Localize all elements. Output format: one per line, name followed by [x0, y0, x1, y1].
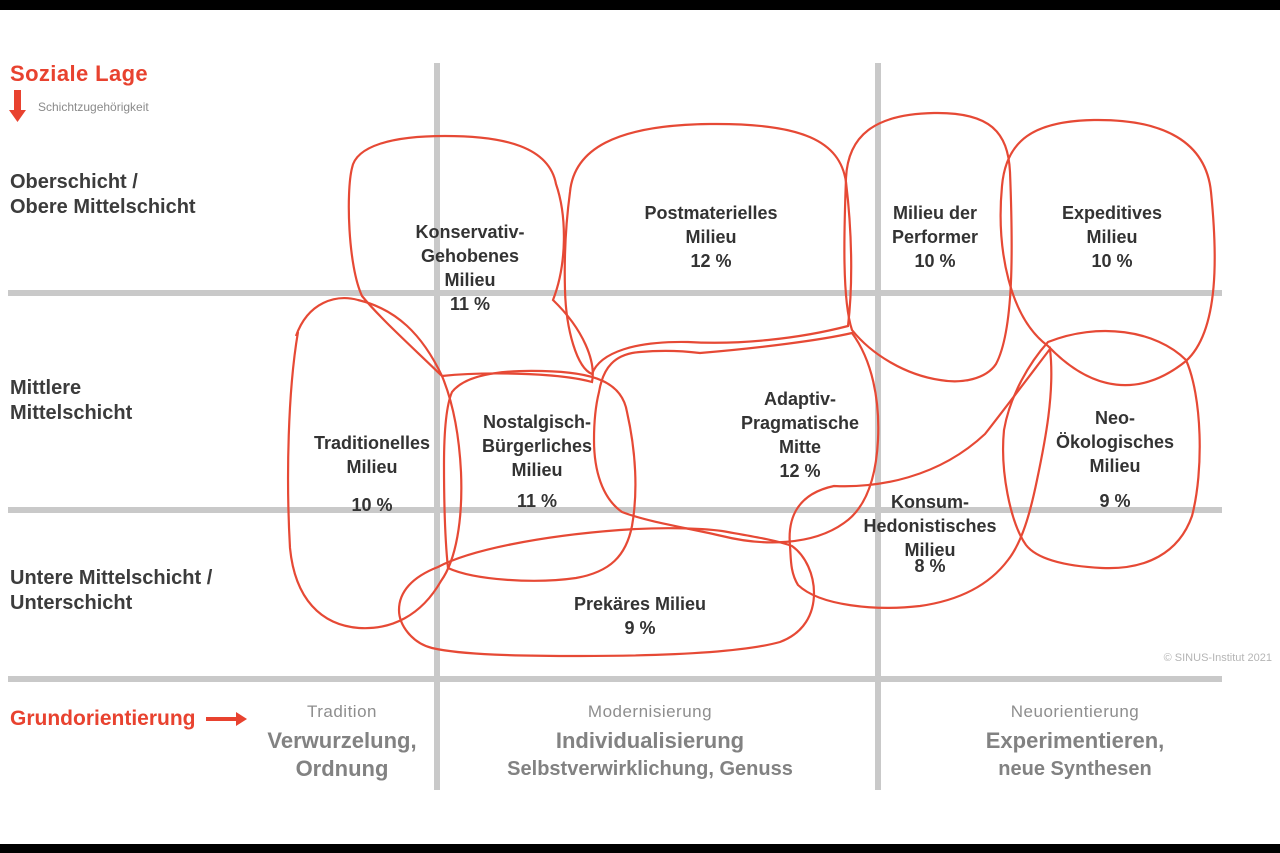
svg-text:Konservativ-: Konservativ-: [415, 222, 524, 242]
svg-text:Soziale Lage: Soziale Lage: [10, 61, 148, 86]
svg-text:11 %: 11 %: [450, 294, 490, 314]
svg-text:10 %: 10 %: [914, 251, 955, 271]
svg-text:Bürgerliches: Bürgerliches: [482, 436, 592, 456]
svg-text:Selbstverwirklichung, Genuss: Selbstverwirklichung, Genuss: [507, 758, 793, 780]
svg-text:Traditionelles: Traditionelles: [314, 433, 430, 453]
svg-text:Neo-: Neo-: [1095, 408, 1135, 428]
svg-text:Hedonistisches: Hedonistisches: [863, 516, 996, 536]
svg-text:Grundorientierung: Grundorientierung: [10, 707, 196, 730]
svg-text:Individualisierung: Individualisierung: [556, 728, 744, 753]
svg-text:Performer: Performer: [892, 227, 978, 247]
svg-text:Prekäres Milieu: Prekäres Milieu: [574, 594, 706, 614]
svg-text:Milieu: Milieu: [685, 227, 736, 247]
svg-text:Milieu: Milieu: [1089, 456, 1140, 476]
svg-text:Milieu der: Milieu der: [893, 203, 977, 223]
svg-text:Milieu: Milieu: [444, 270, 495, 290]
svg-text:Mitte: Mitte: [779, 437, 821, 457]
svg-text:Untere Mittelschicht /: Untere Mittelschicht /: [10, 567, 213, 589]
svg-text:10 %: 10 %: [351, 495, 392, 515]
svg-text:Unterschicht: Unterschicht: [10, 592, 133, 614]
svg-text:Nostalgisch-: Nostalgisch-: [483, 412, 591, 432]
svg-text:12 %: 12 %: [779, 461, 820, 481]
svg-text:Milieu: Milieu: [904, 540, 955, 560]
svg-text:© SINUS-Institut 2021: © SINUS-Institut 2021: [1164, 652, 1272, 664]
svg-text:neue Synthesen: neue Synthesen: [998, 758, 1151, 780]
svg-text:Mittelschicht: Mittelschicht: [10, 402, 133, 424]
svg-text:8 %: 8 %: [914, 556, 945, 576]
svg-text:Adaptiv-: Adaptiv-: [764, 389, 836, 409]
svg-text:Pragmatische: Pragmatische: [741, 413, 859, 433]
svg-text:9 %: 9 %: [1099, 491, 1130, 511]
svg-text:Milieu: Milieu: [1086, 227, 1137, 247]
svg-text:Experimentieren,: Experimentieren,: [986, 728, 1165, 753]
svg-text:Gehobenes: Gehobenes: [421, 246, 519, 266]
svg-text:Tradition: Tradition: [307, 702, 377, 721]
svg-text:Schichtzugehörigkeit: Schichtzugehörigkeit: [38, 100, 149, 114]
svg-text:Verwurzelung,: Verwurzelung,: [267, 728, 416, 753]
svg-text:10 %: 10 %: [1091, 251, 1132, 271]
svg-text:Milieu: Milieu: [511, 460, 562, 480]
svg-text:Ökologisches: Ökologisches: [1056, 432, 1174, 452]
svg-text:Oberschicht /: Oberschicht /: [10, 171, 138, 193]
svg-text:Milieu: Milieu: [346, 457, 397, 477]
svg-text:Ordnung: Ordnung: [296, 756, 389, 781]
svg-text:9 %: 9 %: [624, 618, 655, 638]
svg-text:Konsum-: Konsum-: [891, 492, 969, 512]
svg-text:Obere Mittelschicht: Obere Mittelschicht: [10, 196, 196, 218]
svg-text:Mittlere: Mittlere: [10, 377, 81, 399]
svg-text:Modernisierung: Modernisierung: [588, 702, 712, 721]
svg-text:Neuorientierung: Neuorientierung: [1011, 702, 1139, 721]
svg-text:12 %: 12 %: [690, 251, 731, 271]
svg-text:11 %: 11 %: [517, 491, 557, 511]
svg-text:Expeditives: Expeditives: [1062, 203, 1162, 223]
svg-text:Postmaterielles: Postmaterielles: [644, 203, 777, 223]
